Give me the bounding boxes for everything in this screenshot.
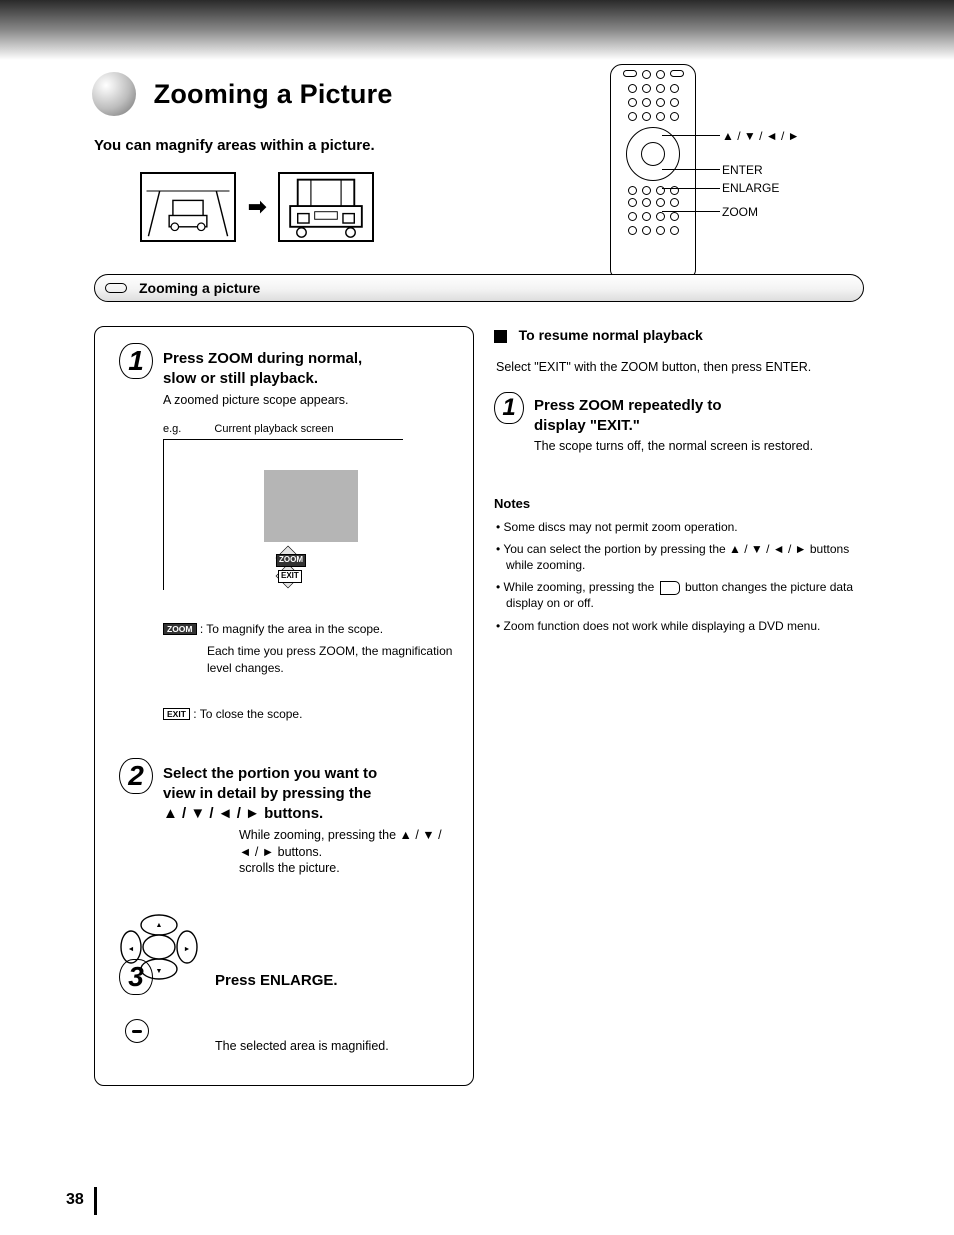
remote-label-enter: ENTER xyxy=(722,162,763,178)
zoom-illustration: ➡ xyxy=(140,172,374,242)
steps-panel: 1 Press ZOOM during normal, slow or stil… xyxy=(94,326,474,1086)
square-bullet-icon xyxy=(494,330,507,343)
page-intro: You can magnify areas within a picture. xyxy=(94,136,494,156)
note-4: • Zoom function does not work while disp… xyxy=(494,618,862,634)
remote-label-zoom: ZOOM xyxy=(722,204,758,220)
leader-line xyxy=(662,211,720,212)
step-number-2: 2 xyxy=(119,758,153,794)
display-button-icon xyxy=(660,581,680,595)
svg-text:▼: ▼ xyxy=(156,968,163,975)
step-3-text: Press ENLARGE. xyxy=(215,965,338,991)
svg-text:►: ► xyxy=(184,946,191,953)
svg-text:◄: ◄ xyxy=(128,946,135,953)
resume-text: Select "EXIT" with the ZOOM button, then… xyxy=(496,359,862,376)
right-step-number: 1 xyxy=(494,392,524,424)
remote-label-arrows: ▲ / ▼ / ◄ / ► xyxy=(722,128,800,144)
exit-desc: EXIT : To close the scope. xyxy=(163,706,453,722)
scope-box xyxy=(264,470,358,542)
notes-title: Notes xyxy=(494,495,862,513)
exit-small-tag: EXIT xyxy=(278,570,302,583)
step-2-text: Select the portion you want to view in d… xyxy=(163,758,453,825)
step-1-sub: A zoomed picture scope appears. xyxy=(163,392,453,409)
step-1-text: Press ZOOM during normal, slow or still … xyxy=(163,343,453,390)
enlarge-button-icon xyxy=(125,1019,149,1043)
step-3-sub: The selected area is magnified. xyxy=(215,1038,389,1055)
zoom-tag: ZOOM xyxy=(163,623,197,635)
car-before xyxy=(140,172,236,242)
right-column: To resume normal playback Select "EXIT" … xyxy=(494,326,862,634)
leader-line xyxy=(662,188,720,189)
zoom-small-tag: ZOOM xyxy=(276,554,306,567)
section-header: Zooming a picture xyxy=(94,274,864,302)
disc-icon xyxy=(105,283,127,293)
header-gradient xyxy=(0,0,954,60)
exit-tag: EXIT xyxy=(163,708,190,720)
right-step-1: 1 Press ZOOM repeatedly to display "EXIT… xyxy=(494,392,862,437)
right-step-1-sub: The scope turns off, the normal screen i… xyxy=(534,438,862,455)
note-1: • Some discs may not permit zoom operati… xyxy=(494,519,862,535)
step-2-sub: While zooming, pressing the ▲ / ▼ / ◄ / … xyxy=(239,827,453,878)
page-title: Zooming a Picture xyxy=(154,76,393,112)
step-number-1: 1 xyxy=(119,343,153,379)
svg-text:▲: ▲ xyxy=(156,922,163,929)
sphere-ornament xyxy=(92,72,136,116)
zoom-desc-2: Each time you press ZOOM, the magnificat… xyxy=(207,643,453,675)
step-number-3: 3 xyxy=(119,959,153,995)
screen-caption-row: e.g. Current playback screen xyxy=(163,422,453,437)
section-title: Zooming a picture xyxy=(139,279,260,298)
note-3: • While zooming, pressing the button cha… xyxy=(494,579,862,611)
leader-line xyxy=(662,135,720,136)
remote-illustration xyxy=(610,64,696,278)
zoom-desc: ZOOM : To magnify the area in the scope. xyxy=(163,621,453,637)
resume-heading: To resume normal playback xyxy=(494,326,862,345)
scope-left-bar xyxy=(163,440,164,590)
remote-label-enlarge: ENLARGE xyxy=(722,180,779,196)
page-number-bar xyxy=(94,1187,97,1215)
page-number: 38 xyxy=(66,1189,84,1211)
leader-line xyxy=(662,169,720,170)
car-after xyxy=(278,172,374,242)
arrow-icon: ➡ xyxy=(248,192,266,222)
zoom-exit-diamond: ZOOM EXIT xyxy=(264,544,312,592)
page-header: Zooming a Picture xyxy=(92,72,862,116)
note-2: • You can select the portion by pressing… xyxy=(494,541,862,573)
